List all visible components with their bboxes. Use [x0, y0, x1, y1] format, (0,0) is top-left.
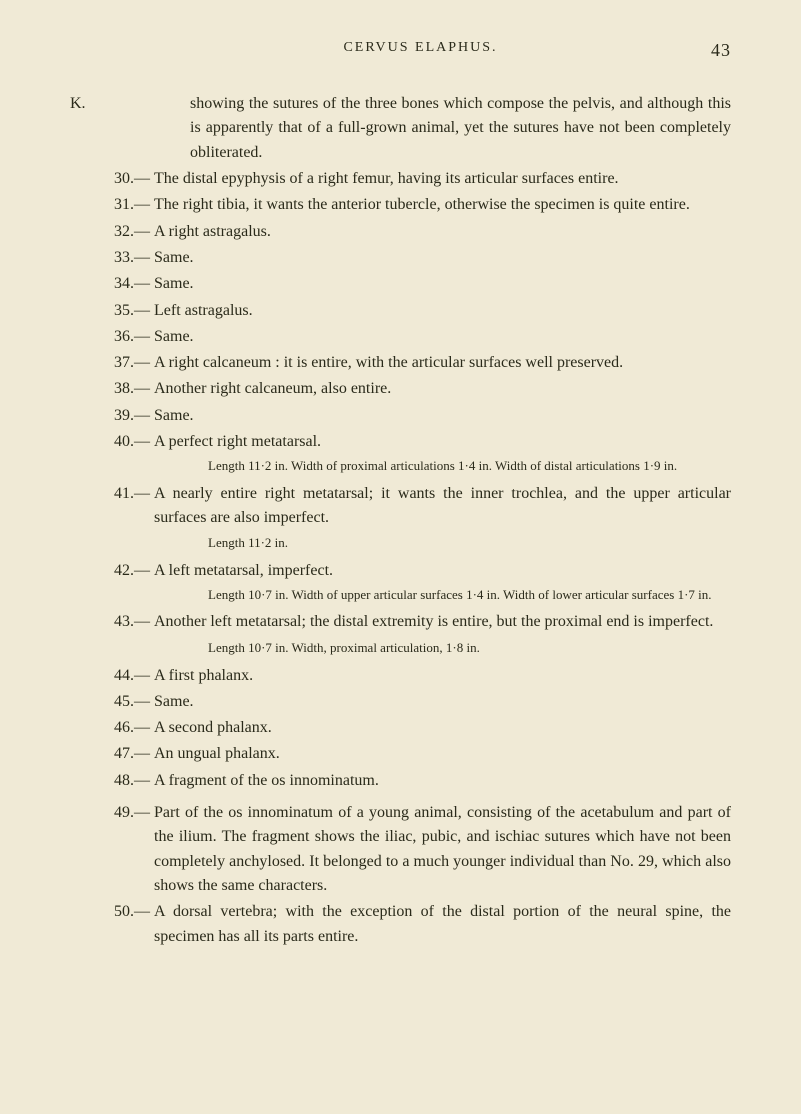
- entry-number: 38.—: [110, 377, 152, 401]
- entry-number: 46.—: [110, 716, 152, 740]
- catalogue-entry: 38.—Another right calcaneum, also entire…: [110, 377, 731, 401]
- entry-number: 49.—: [110, 801, 152, 898]
- catalogue-entry: 46.—A second phalanx.: [110, 716, 731, 740]
- entry-text: Part of the os innominatum of a young an…: [152, 801, 731, 898]
- entry-text: A first phalanx.: [152, 664, 731, 688]
- entry-text: A fragment of the os innominatum.: [152, 769, 731, 793]
- catalogue-entry: 43.—Another left metatarsal; the distal …: [110, 610, 731, 634]
- entry-number: 32.—: [110, 220, 152, 244]
- running-header: CERVUS ELAPHUS.: [343, 40, 497, 56]
- entry-text: Same.: [152, 272, 731, 296]
- entry-text: Same.: [152, 690, 731, 714]
- entry-text: The right tibia, it wants the anterior t…: [152, 193, 731, 217]
- catalogue-entry: 31.—The right tibia, it wants the anteri…: [110, 193, 731, 217]
- entry-text: Same.: [152, 325, 731, 349]
- entry-number: 30.—: [110, 167, 152, 191]
- entry-number: 37.—: [110, 351, 152, 375]
- entry-text: A right calcaneum : it is entire, with t…: [152, 351, 731, 375]
- catalogue-entry: 30.—The distal epyphysis of a right femu…: [110, 167, 731, 191]
- entry-text: The distal epyphysis of a right femur, h…: [152, 167, 731, 191]
- entry-number: 48.—: [110, 769, 152, 793]
- catalogue-entry: 49.—Part of the os innominatum of a youn…: [110, 801, 731, 898]
- entry-text: Same.: [152, 404, 731, 428]
- catalogue-entry: 50.—A dorsal vertebra; with the exceptio…: [110, 900, 731, 949]
- catalogue-entry: 34.—Same.: [110, 272, 731, 296]
- entry-number: 41.—: [110, 482, 152, 531]
- catalogue-entry: 47.—An ungual phalanx.: [110, 742, 731, 766]
- catalogue-entry: 44.—A first phalanx.: [110, 664, 731, 688]
- continuation-paragraph: showing the sutures of the three bones w…: [190, 92, 731, 165]
- entry-text: An ungual phalanx.: [152, 742, 731, 766]
- catalogue-entry: 37.—A right calcaneum : it is entire, wi…: [110, 351, 731, 375]
- entry-text: A left metatarsal, imperfect.: [152, 559, 731, 583]
- entry-note: Length 11·2 in. Width of proximal articu…: [188, 457, 731, 475]
- entry-text: A perfect right metatarsal.: [152, 430, 731, 454]
- catalogue-entry: 45.—Same.: [110, 690, 731, 714]
- entry-note: Length 10·7 in. Width of upper articular…: [188, 586, 731, 604]
- entry-number: 44.—: [110, 664, 152, 688]
- entry-number: 43.—: [110, 610, 152, 634]
- entry-text: Another right calcaneum, also entire.: [152, 377, 731, 401]
- entry-number: 50.—: [110, 900, 152, 949]
- entry-number: 34.—: [110, 272, 152, 296]
- entry-text: Another left metatarsal; the distal extr…: [152, 610, 731, 634]
- catalogue-entry: 39.—Same.: [110, 404, 731, 428]
- catalogue-entry: 48.—A fragment of the os innominatum.: [110, 769, 731, 793]
- entry-number: 40.—: [110, 430, 152, 454]
- entry-text: A second phalanx.: [152, 716, 731, 740]
- entry-number: 45.—: [110, 690, 152, 714]
- entry-text: A nearly entire right metatarsal; it wan…: [152, 482, 731, 531]
- page-number: 43: [711, 40, 731, 61]
- entry-text: Left astragalus.: [152, 299, 731, 323]
- catalogue-entry: 36.—Same.: [110, 325, 731, 349]
- entry-number: 33.—: [110, 246, 152, 270]
- catalogue-entry: 40.—A perfect right metatarsal.: [110, 430, 731, 454]
- entry-number: 31.—: [110, 193, 152, 217]
- catalogue-entry: 35.—Left astragalus.: [110, 299, 731, 323]
- entry-number: 36.—: [110, 325, 152, 349]
- catalogue-entry: 32.—A right astragalus.: [110, 220, 731, 244]
- catalogue-entry: 42.—A left metatarsal, imperfect.: [110, 559, 731, 583]
- entry-number: 39.—: [110, 404, 152, 428]
- entry-number: 35.—: [110, 299, 152, 323]
- section-label: K.: [70, 92, 86, 116]
- catalogue-entry: 41.—A nearly entire right metatarsal; it…: [110, 482, 731, 531]
- entry-text: A right astragalus.: [152, 220, 731, 244]
- entry-subnote: Length 11·2 in.: [208, 533, 731, 553]
- entry-subnote: Length 10·7 in. Width, proximal articula…: [208, 638, 731, 658]
- entry-number: 47.—: [110, 742, 152, 766]
- entry-text: Same.: [152, 246, 731, 270]
- entry-number: 42.—: [110, 559, 152, 583]
- entry-text: A dorsal vertebra; with the exception of…: [152, 900, 731, 949]
- catalogue-entry: 33.—Same.: [110, 246, 731, 270]
